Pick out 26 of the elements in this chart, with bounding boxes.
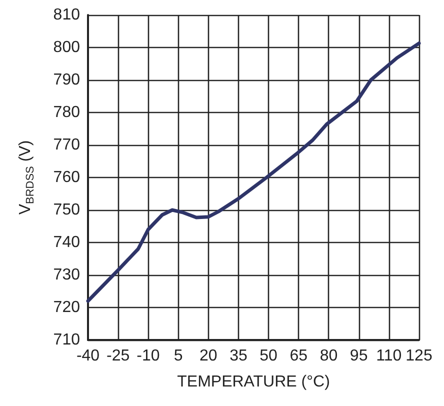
y-tick-label: 750	[53, 202, 80, 218]
x-axis-title: TEMPERATURE (°C)	[177, 374, 330, 390]
x-tick-label: 95	[350, 348, 368, 364]
x-tick-label: 5	[174, 348, 183, 364]
y-tick-label: 710	[53, 332, 80, 348]
y-axis-title: VBRDSS (V)	[17, 140, 36, 215]
x-tick-label: 20	[199, 348, 218, 364]
line-series	[86, 42, 421, 303]
y-tick-label: 810	[53, 6, 80, 24]
y-tick-label: 720	[53, 299, 80, 316]
y-tick-label: 780	[53, 104, 80, 121]
x-tick-label: 50	[260, 348, 278, 364]
y-tick-label: 800	[53, 39, 80, 56]
y-tick-label: 740	[53, 234, 80, 251]
x-tick-label: 110	[376, 348, 402, 364]
x-tick-label: -25	[106, 348, 130, 364]
x-tick-label: -40	[76, 348, 100, 364]
x-tick-label: 65	[290, 348, 308, 364]
x-tick-label: -10	[136, 348, 160, 364]
x-tick-label: 35	[230, 348, 248, 364]
x-tick-label: 80	[320, 348, 338, 364]
x-tick-label: 125	[406, 348, 432, 364]
y-tick-label: 790	[53, 72, 80, 88]
y-tick-label: 730	[53, 266, 80, 284]
y-tick-label: 760	[53, 169, 80, 186]
y-tick-label: 770	[53, 136, 80, 154]
